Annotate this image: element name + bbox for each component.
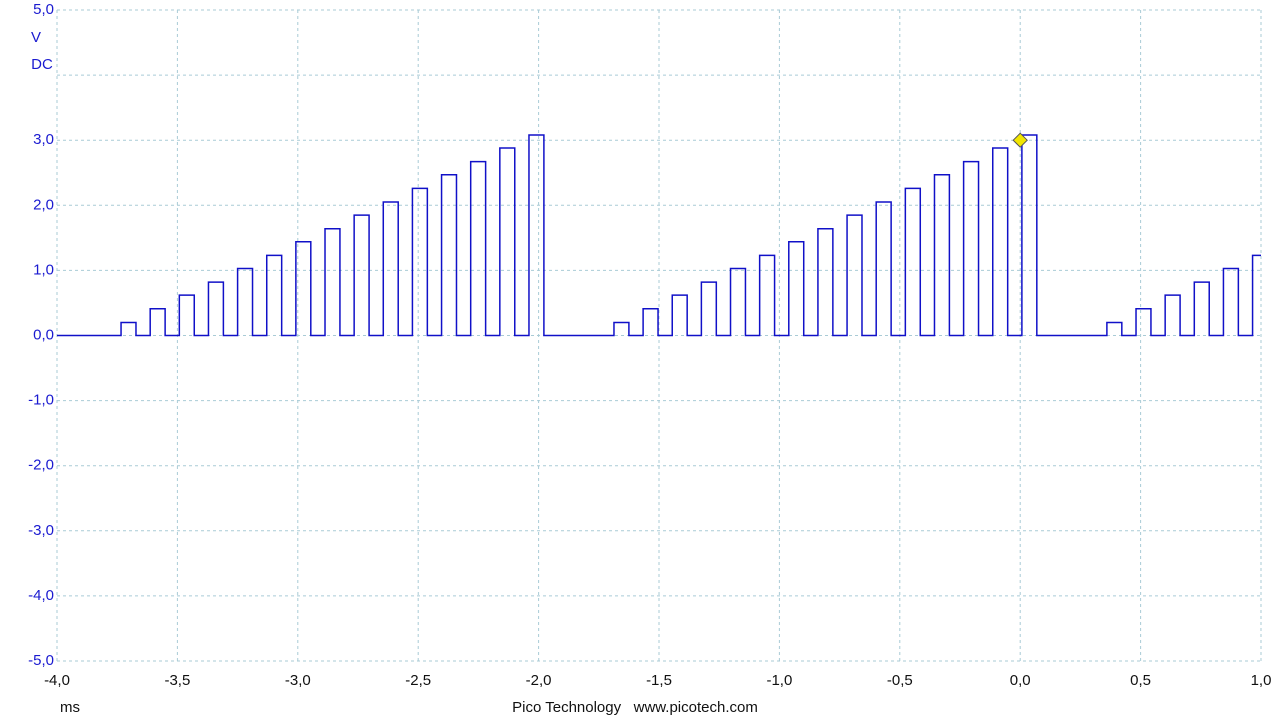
y-tick-label: 5,0 (33, 1, 54, 18)
coupling: DC (31, 56, 53, 73)
x-tick-label: -2,5 (405, 672, 431, 689)
waveform (57, 134, 1261, 337)
x-unit: ms (60, 699, 80, 716)
y-tick-label: -4,0 (28, 587, 54, 604)
y-tick-label: 2,0 (33, 196, 54, 213)
footer: Pico Technology www.picotech.com (512, 699, 758, 716)
x-tick-label: -1,5 (646, 672, 672, 689)
x-tick-label: -1,0 (766, 672, 792, 689)
y-tick-label: -1,0 (28, 392, 54, 409)
x-tick-label: -2,0 (526, 672, 552, 689)
y-tick-label: -3,0 (28, 522, 54, 539)
x-tick-label: 0,0 (1010, 672, 1031, 689)
trigger-marker (1012, 132, 1028, 148)
y-tick-label: 3,0 (33, 131, 54, 148)
y-unit: V (31, 29, 41, 46)
x-tick-label: -3,0 (285, 672, 311, 689)
y-tick-label: 0,0 (33, 326, 54, 343)
y-tick-label: -2,0 (28, 457, 54, 474)
y-tick-label: 1,0 (33, 261, 54, 278)
x-tick-label: 0,5 (1130, 672, 1151, 689)
x-tick-label: 1,0 (1251, 672, 1272, 689)
x-tick-label: -4,0 (44, 672, 70, 689)
x-tick-label: -0,5 (887, 672, 913, 689)
y-tick-label: -5,0 (28, 652, 54, 669)
x-tick-label: -3,5 (164, 672, 190, 689)
